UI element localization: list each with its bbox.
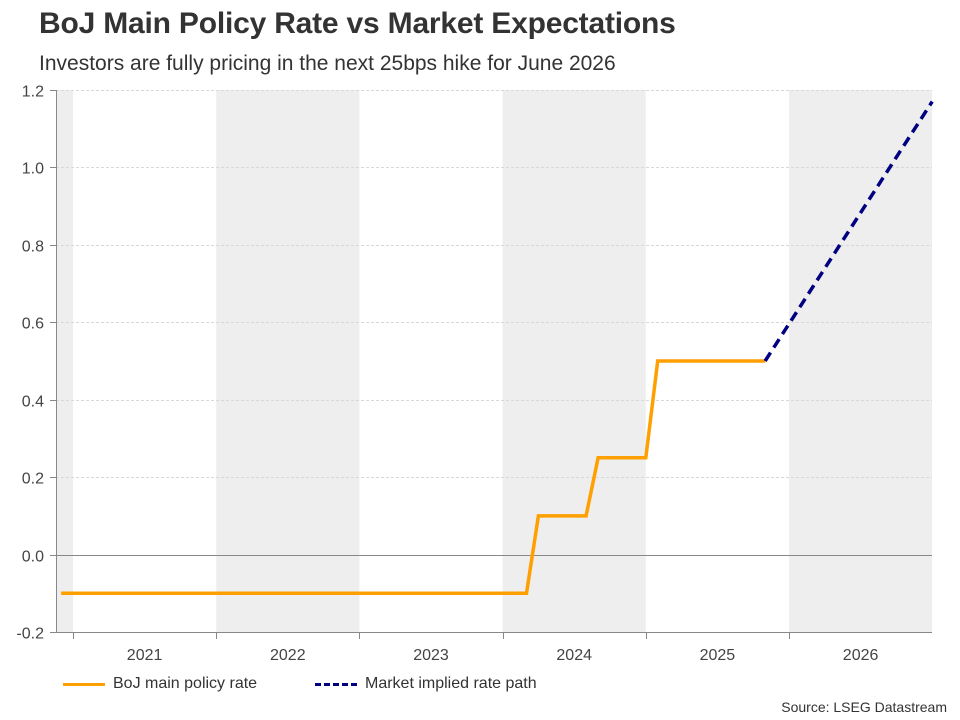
x-tick-label: 2022 <box>270 647 306 664</box>
x-tick-label: 2026 <box>843 647 879 664</box>
y-tick-label: 1.2 <box>22 84 44 101</box>
series-line-policy-rate <box>61 359 766 596</box>
chart-title: BoJ Main Policy Rate vs Market Expectati… <box>39 7 676 40</box>
y-tick-label: 0.4 <box>22 394 44 411</box>
year-band-2022 <box>216 90 360 632</box>
year-band-2020 <box>56 90 73 632</box>
series-lines <box>61 100 934 596</box>
year-band-2026 <box>789 90 932 632</box>
y-tick-label: 1.0 <box>22 161 44 178</box>
axes <box>50 90 932 633</box>
y-tick-label: 0.2 <box>22 471 44 488</box>
legend-item-market-path[interactable]: Market implied rate path <box>315 673 537 695</box>
y-tick-label: -0.2 <box>16 626 44 643</box>
x-tick-label: 2024 <box>556 647 592 664</box>
source-note: Source: LSEG Datastream <box>781 699 947 715</box>
series-line-market-path <box>763 100 934 362</box>
legend-swatch-solid-orange <box>63 682 105 686</box>
chart-subtitle: Investors are fully pricing in the next … <box>39 52 616 75</box>
legend-item-policy-rate[interactable]: BoJ main policy rate <box>63 673 257 695</box>
legend-label: BoJ main policy rate <box>113 675 258 692</box>
year-band-2024 <box>502 90 646 632</box>
x-axis-ticks: 2021 2022 2023 2024 2025 2026 <box>73 632 879 664</box>
year-bands <box>56 90 932 632</box>
gridlines <box>56 90 932 478</box>
legend-label: Market implied rate path <box>365 675 537 692</box>
x-tick-label: 2023 <box>413 647 449 664</box>
x-tick-label: 2025 <box>700 647 736 664</box>
x-tick-label: 2021 <box>127 647 163 664</box>
y-tick-label: 0.8 <box>22 239 44 256</box>
y-tick-label: 0.6 <box>22 316 44 333</box>
y-axis-ticks: -0.2 0.0 0.2 0.4 0.6 0.8 1.0 1.2 <box>16 84 56 643</box>
y-tick-label: 0.0 <box>22 549 44 566</box>
legend-swatch-dashed-navy <box>315 682 357 686</box>
